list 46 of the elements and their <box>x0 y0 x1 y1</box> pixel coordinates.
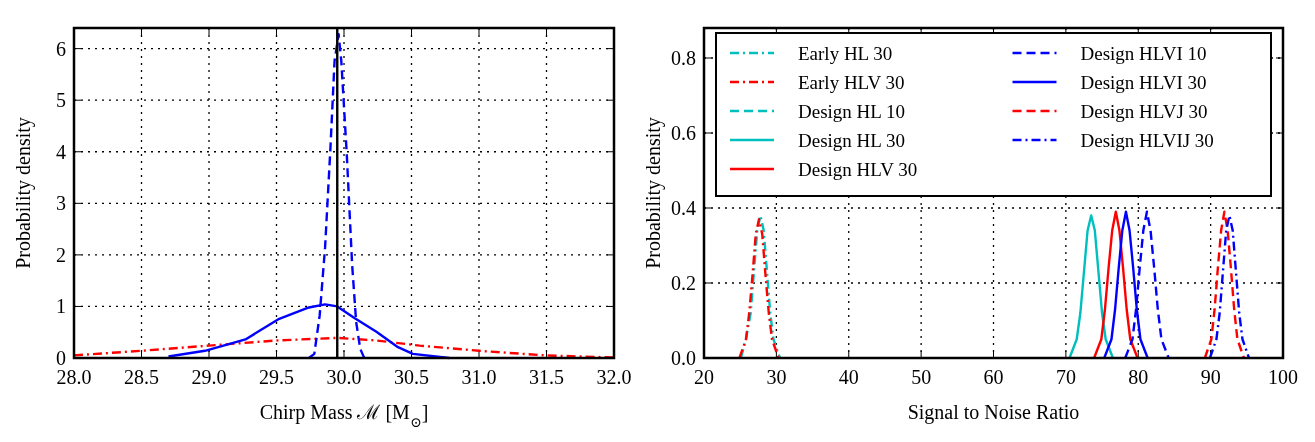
x-tick-label: 31.0 <box>461 366 497 388</box>
y-tick-label: 0.6 <box>671 122 696 144</box>
x-tick-label: 30.0 <box>326 366 362 388</box>
legend-label: Design HL 30 <box>798 130 905 151</box>
x-tick-label: 90 <box>1200 366 1221 388</box>
y-tick-label: 5 <box>56 89 66 112</box>
x-tick-label: 31.5 <box>529 366 564 388</box>
legend-label: Design HLVJ 30 <box>1080 101 1208 122</box>
legend-label: Design HLV 30 <box>798 159 918 180</box>
x-tick-label: 20 <box>694 366 714 388</box>
x-tick-label: 32.0 <box>596 366 632 388</box>
x-tick-label: 80 <box>1128 366 1149 388</box>
y-tick-label: 0.8 <box>671 47 696 69</box>
x-tick-label: 50 <box>911 366 932 388</box>
legend-label: Early HL 30 <box>798 43 893 64</box>
y-tick-label: 1 <box>56 295 66 318</box>
x-axis-title: Chirp Mass ℳ [M$_{⊙}$] <box>259 401 429 430</box>
x-tick-label: 28.5 <box>124 366 159 388</box>
x-tick-label: 28.0 <box>56 366 92 388</box>
x-axis-title: Signal to Noise Ratio <box>907 401 1080 424</box>
x-tick-label: 30.5 <box>394 366 429 388</box>
line-series <box>1068 214 1115 360</box>
legend-label: Early HLV 30 <box>798 72 905 93</box>
x-tick-label: 60 <box>983 366 1004 388</box>
y-tick-label: 2 <box>56 243 66 266</box>
line-series <box>72 336 616 359</box>
y-tick-label: 0.2 <box>671 272 696 294</box>
x-tick-label: 29.5 <box>259 366 294 388</box>
y-tick-label: 3 <box>56 192 66 215</box>
y-tick-label: 0.4 <box>671 197 696 219</box>
x-tick-label: 30 <box>766 366 787 388</box>
legend-label: Design HLVI 30 <box>1080 72 1207 93</box>
y-tick-label: 4 <box>56 140 66 163</box>
y-tick-label: 6 <box>56 37 66 60</box>
line-series <box>1092 210 1139 360</box>
x-tick-label: 29.0 <box>191 366 227 388</box>
legend-label: Design HLVI 10 <box>1080 43 1207 64</box>
y-axis-title: Probability density <box>12 117 35 269</box>
x-tick-label: 40 <box>838 366 859 388</box>
legend-label: Design HLVIJ 30 <box>1080 130 1214 151</box>
y-axis-title: Probability density <box>642 117 665 269</box>
x-tick-label: 100 <box>1268 366 1298 388</box>
y-tick-label: 0 <box>56 347 66 369</box>
legend-label: Design HL 10 <box>798 101 905 122</box>
y-tick-label: 0.0 <box>671 347 696 369</box>
x-tick-label: 70 <box>1055 366 1076 388</box>
